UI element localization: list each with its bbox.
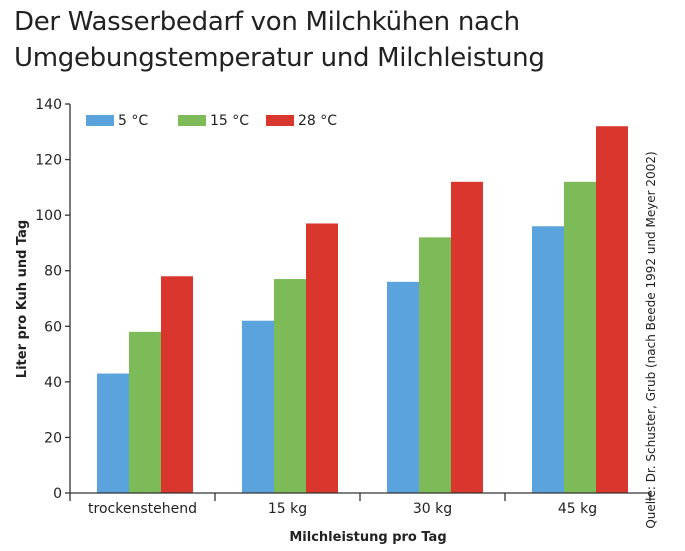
bar-3-4	[596, 126, 628, 493]
y-tick-label: 20	[44, 430, 62, 446]
legend-label-2: 15 °C	[210, 113, 249, 129]
bar-2-3	[419, 237, 451, 493]
y-tick-label: 60	[44, 319, 62, 335]
legend-label-1: 5 °C	[118, 113, 148, 129]
bar-2-4	[564, 181, 596, 494]
x-tick-label: 15 kg	[268, 501, 307, 517]
chart-title-line-2: Umgebungstemperatur und Milchleistung	[14, 43, 545, 73]
y-tick-label: 0	[53, 486, 62, 502]
source-note: Quelle: Dr. Schuster, Grub (nach Beede 1…	[644, 151, 658, 528]
x-tick-label: trockenstehend	[88, 501, 197, 517]
x-tick-label: 30 kg	[413, 501, 452, 517]
bar-3-3	[451, 181, 483, 494]
chart-title: Der Wasserbedarf von Milchkühen nach Umg…	[14, 4, 545, 76]
legend-swatch-1	[86, 115, 114, 126]
legend: 5 °C 15 °C 28 °C	[86, 113, 337, 129]
bar-1-2	[242, 320, 274, 493]
bar-3-2	[306, 223, 338, 493]
x-axis-label: Milchleistung pro Tag	[289, 530, 446, 545]
legend-swatch-2	[178, 115, 206, 126]
y-tick-label: 80	[44, 264, 62, 280]
legend-swatch-3	[266, 115, 294, 126]
bar-1-3	[387, 281, 419, 493]
y-axis-label: Liter pro Kuh und Tag	[15, 220, 30, 378]
bar-3-1	[161, 276, 193, 493]
bar-1-4	[532, 226, 564, 493]
y-tick-label: 120	[35, 153, 62, 169]
bars-group	[97, 126, 628, 494]
x-tick-label: 45 kg	[558, 501, 597, 517]
chart-title-line-1: Der Wasserbedarf von Milchkühen nach	[14, 7, 520, 37]
legend-label-3: 28 °C	[298, 113, 337, 129]
bar-2-1	[129, 331, 161, 493]
y-tick-label: 40	[44, 375, 62, 391]
y-tick-label: 100	[35, 208, 62, 224]
y-tick-label: 140	[35, 97, 62, 113]
axes-group: 0 20 40 60 80 100 120 140 trockenstehend 15 kg 30 …	[35, 97, 651, 517]
bar-2-2	[274, 279, 306, 493]
bar-1-1	[97, 373, 129, 493]
